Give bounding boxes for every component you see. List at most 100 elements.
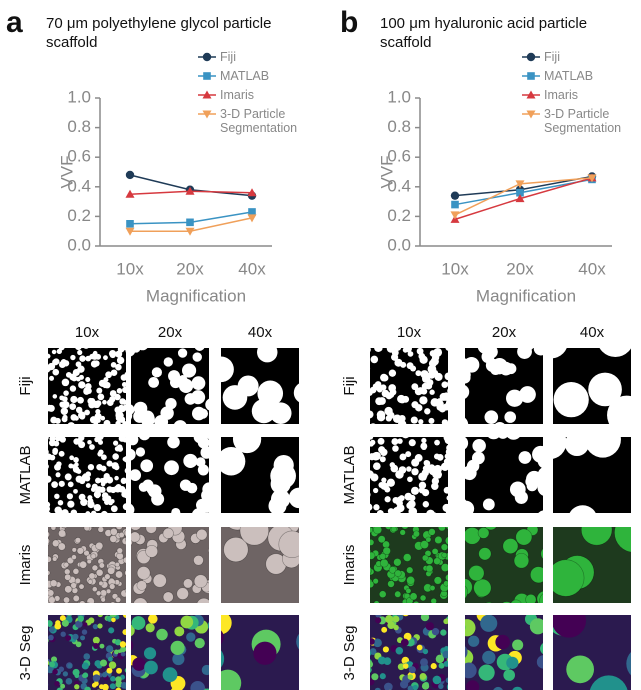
particle (48, 570, 51, 576)
legend-item: 3-D Particle Segmentation (198, 107, 328, 135)
particle (480, 615, 498, 632)
particle (370, 437, 374, 440)
particle (517, 348, 532, 359)
particle (154, 415, 169, 424)
particle (444, 453, 448, 459)
particle (584, 437, 621, 458)
particle (428, 466, 438, 476)
particle (125, 670, 126, 672)
particle (126, 476, 131, 481)
particle (113, 485, 121, 493)
particle (372, 462, 381, 470)
particle (117, 348, 125, 353)
particle (119, 641, 126, 648)
column-label: 20x (492, 324, 517, 341)
particle (392, 424, 398, 430)
particle (75, 361, 82, 368)
particle (92, 350, 98, 356)
particle (96, 387, 103, 394)
particle (52, 449, 58, 455)
particle (626, 652, 631, 676)
particle (448, 393, 453, 398)
particle (118, 416, 126, 423)
particle (48, 475, 52, 483)
particle (370, 580, 375, 589)
particle (83, 527, 91, 532)
particle (65, 678, 73, 685)
micrograph (370, 527, 448, 603)
particle (74, 467, 81, 474)
particle (77, 349, 83, 356)
marker (186, 218, 194, 227)
particle (410, 486, 420, 495)
particle (55, 472, 61, 478)
particle (102, 399, 107, 405)
particle (465, 619, 476, 637)
particle (434, 372, 443, 381)
particle (539, 593, 543, 603)
particle (148, 377, 160, 388)
particle (530, 566, 543, 584)
particle (76, 437, 83, 444)
chart-title: 100 μm hyaluronic acid particle scaffold (380, 15, 588, 51)
particle (177, 348, 188, 358)
particle (414, 454, 423, 462)
particle (589, 675, 628, 690)
marker (516, 188, 524, 197)
particle (200, 446, 209, 459)
micrograph (370, 348, 453, 430)
particle (147, 484, 162, 498)
particle (477, 527, 490, 539)
particle (93, 360, 100, 367)
particle (43, 393, 48, 398)
marker (526, 52, 536, 62)
legend-label: 3-D Particle Segmentation (220, 107, 298, 135)
particle (488, 437, 500, 440)
row-label: MATLAB (17, 446, 34, 505)
particle (433, 453, 440, 460)
particle (388, 566, 397, 574)
particle (376, 510, 384, 513)
micrograph (465, 348, 543, 424)
particle (124, 569, 126, 576)
particle (48, 509, 50, 513)
particle (377, 437, 385, 445)
particle (108, 661, 117, 669)
particle (50, 416, 58, 424)
particle (253, 641, 277, 665)
particle (447, 454, 448, 460)
particle (135, 447, 146, 457)
particle (131, 531, 141, 543)
particle (422, 501, 430, 508)
particle (72, 633, 79, 640)
particle (120, 374, 126, 381)
column-label: 10x (397, 324, 422, 341)
micrograph (370, 615, 448, 690)
particle (507, 437, 520, 440)
particle (91, 564, 99, 572)
particle (98, 684, 105, 690)
marker (451, 200, 459, 209)
particle (370, 551, 376, 560)
particle (374, 687, 381, 690)
particle (91, 586, 98, 592)
particle (485, 602, 490, 603)
particle (441, 392, 448, 401)
particle (529, 618, 543, 635)
particle (413, 530, 420, 538)
particle (186, 482, 198, 494)
particle (442, 650, 448, 659)
particle (506, 389, 524, 407)
particle (183, 453, 198, 468)
particle (52, 556, 58, 562)
particle (443, 580, 448, 587)
particle (484, 527, 497, 531)
particle (478, 547, 492, 561)
particle (106, 667, 113, 674)
legend-swatch (522, 72, 540, 80)
particle (110, 362, 117, 368)
particle (178, 378, 194, 393)
micrograph (131, 615, 209, 690)
particle (495, 421, 505, 424)
particle (465, 385, 470, 399)
